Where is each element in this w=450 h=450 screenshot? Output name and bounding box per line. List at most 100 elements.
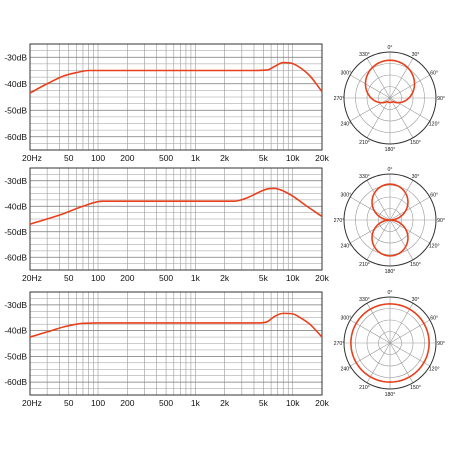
polar-angle-label: 180° (385, 147, 396, 153)
x-tick-label: 20k (315, 153, 329, 163)
polar-outer-ring (343, 296, 437, 390)
y-tick-label: -40dB (4, 79, 27, 89)
x-tick-label: 20Hz (22, 398, 42, 408)
polar-angle-label: 180° (385, 269, 396, 275)
x-tick-label: 2k (220, 273, 230, 283)
x-tick-label: 500 (159, 273, 173, 283)
polar-spoke (366, 219, 391, 260)
polar-angle-label: 0° (388, 290, 393, 296)
polar-angle-label: 240° (340, 122, 351, 128)
x-tick-label: 20Hz (22, 153, 42, 163)
y-tick-label: -30dB (4, 176, 27, 186)
x-tick-label: 200 (120, 273, 134, 283)
polar-angle-label: 330° (359, 52, 370, 58)
polar-angle-label: 90° (437, 341, 445, 347)
x-tick-label: 10k (286, 153, 300, 163)
polar-angle-label: 300° (340, 71, 351, 77)
polar-pattern-curve (350, 303, 430, 383)
x-tick-label: 500 (159, 153, 173, 163)
frequency-response-line (29, 187, 323, 225)
polar-angle-label: 120° (429, 122, 440, 128)
polar-spoke (366, 58, 391, 99)
polar-angle-label: 120° (429, 244, 440, 250)
x-tick-label: 10k (286, 398, 300, 408)
polar-angle-label: 60° (430, 71, 438, 77)
polar-pattern-curve (371, 183, 409, 257)
plot-frame (29, 43, 323, 151)
polar-angle-label: 60° (430, 193, 438, 199)
polar-spoke (350, 97, 391, 122)
polar-angle-label: 150° (410, 385, 421, 391)
polar-angle-label: 240° (340, 244, 351, 250)
y-tick-label: -60dB (4, 377, 27, 387)
polar-angle-label: 60° (430, 316, 438, 322)
polar-angle-label: 30° (412, 174, 420, 180)
y-tick-label: -60dB (4, 252, 27, 262)
polar-spoke (389, 180, 414, 221)
x-tick-label: 20k (315, 273, 329, 283)
y-tick-label: -50dB (4, 105, 27, 115)
polar-outer-ring (343, 51, 437, 145)
y-tick-label: -30dB (4, 300, 27, 310)
polar-pattern: 0° 30° 60° 90° 120° 150° 180° 210° 240° 270° 300° 3… (334, 290, 445, 398)
polar-angle-label: 0° (388, 45, 393, 51)
frequency-response-line (29, 61, 323, 94)
polar-angle-label: 30° (412, 52, 420, 58)
x-tick-label: 100 (91, 153, 105, 163)
response-grid (30, 292, 322, 395)
x-tick-label: 100 (91, 398, 105, 408)
panel-figure-eight: -30dB -40dB -50dB -60dB 20Hz 50 100 200 500 1k 2k 5… (4, 167, 445, 283)
x-tick-label: 5k (259, 153, 269, 163)
polar-angle-label: 330° (359, 174, 370, 180)
polar-spoke (389, 58, 414, 99)
polar-spoke (366, 97, 391, 138)
polar-angle-label: 270° (334, 341, 345, 347)
x-tick-label: 200 (120, 398, 134, 408)
x-tick-label: 20k (315, 398, 329, 408)
polar-angle-label: 240° (340, 367, 351, 373)
panel-cardioid: -30dB -40dB -50dB -60dB 20Hz 50 100 200 500 1k 2k 5… (4, 43, 445, 163)
x-tick-label: 500 (159, 398, 173, 408)
x-tick-label: 2k (220, 398, 230, 408)
response-grid (30, 168, 322, 270)
polar-angle-label: 270° (334, 96, 345, 102)
polar-angle-label: 300° (340, 316, 351, 322)
polar-angle-label: 270° (334, 218, 345, 224)
polar-angle-label: 210° (359, 385, 370, 391)
polar-angle-label: 120° (429, 367, 440, 373)
x-tick-label: 50 (64, 398, 74, 408)
x-tick-label: 10k (286, 273, 300, 283)
polar-spoke (389, 196, 430, 221)
y-tick-label: -50dB (4, 351, 27, 361)
plot-frame (29, 291, 323, 396)
x-tick-label: 1k (191, 398, 201, 408)
polar-angle-label: 150° (410, 140, 421, 146)
polar-pattern-curve (364, 59, 416, 104)
x-tick-label: 20Hz (22, 273, 42, 283)
y-tick-label: -30dB (4, 52, 27, 62)
polar-spoke (389, 74, 430, 99)
x-tick-label: 1k (191, 153, 201, 163)
y-tick-label: -60dB (4, 132, 27, 142)
polar-spoke (389, 219, 414, 260)
y-tick-label: -40dB (4, 201, 27, 211)
x-tick-label: 1k (191, 273, 201, 283)
polar-pattern: 0° 30° 60° 90° 120° 150° 180° 210° 240° 270° 300° 3… (334, 45, 445, 153)
polar-angle-label: 0° (388, 167, 393, 173)
polar-angle-label: 210° (359, 140, 370, 146)
plot-frame (29, 167, 323, 271)
x-tick-label: 50 (64, 153, 74, 163)
polar-spoke (366, 180, 391, 221)
x-tick-label: 50 (64, 273, 74, 283)
polar-angle-label: 210° (359, 262, 370, 268)
polar-angle-label: 180° (385, 392, 396, 398)
polar-angle-label: 330° (359, 297, 370, 303)
x-tick-label: 200 (120, 153, 134, 163)
frequency-response-line (29, 312, 323, 338)
polar-spoke (389, 97, 414, 138)
x-tick-label: 5k (259, 273, 269, 283)
panel-omnidirectional: -30dB -40dB -50dB -60dB 20Hz 50 100 200 500 1k 2k 5… (4, 290, 445, 408)
response-grid (30, 44, 322, 150)
polar-spoke (389, 219, 430, 244)
